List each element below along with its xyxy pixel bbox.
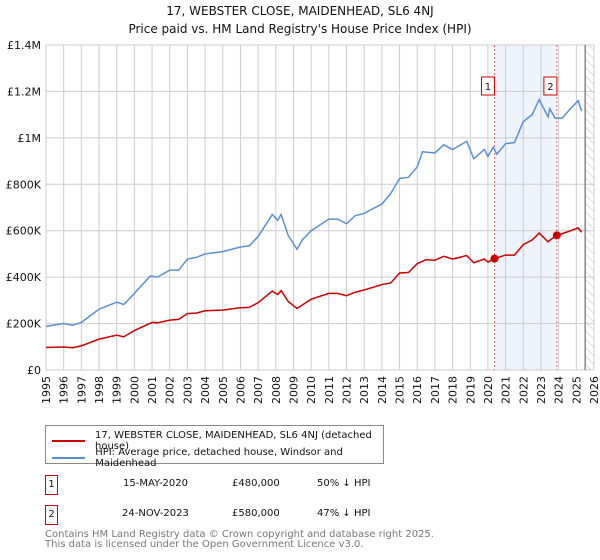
sale-row-2: 2 24-NOV-2023 £580,000 47% ↓ HPI — [45, 505, 445, 525]
x-tick-label: 2010 — [305, 376, 318, 404]
y-tick-label: £1.4M — [7, 39, 41, 52]
legend-item-property: 17, WEBSTER CLOSE, MAIDENHEAD, SL6 4NJ (… — [52, 430, 383, 452]
sale-marker-label: 1 — [485, 82, 491, 93]
x-tick-label: 1999 — [111, 376, 124, 404]
chart-title: 17, WEBSTER CLOSE, MAIDENHEAD, SL6 4NJ — [166, 4, 433, 18]
footer-line-1: Contains HM Land Registry data © Crown c… — [45, 529, 434, 540]
x-tick-label: 2026 — [588, 376, 600, 404]
x-tick-label: 2007 — [252, 376, 265, 404]
x-tick-label: 1996 — [58, 376, 71, 404]
x-tick-label: 2011 — [323, 376, 336, 404]
x-tick-label: 2002 — [164, 376, 177, 404]
legend-label: HPI: Average price, detached house, Wind… — [95, 447, 343, 469]
shaded-region — [494, 45, 557, 370]
x-tick-label: 2014 — [376, 376, 389, 404]
x-tick-label: 2022 — [517, 376, 530, 404]
x-tick-label: 2016 — [411, 376, 424, 404]
y-tick-label: £400K — [6, 271, 42, 284]
x-tick-label: 2006 — [234, 376, 247, 404]
sale-hpi-diff: 47% ↓ HPI — [317, 508, 371, 519]
x-tick-label: 2018 — [447, 376, 460, 404]
y-tick-label: £1.2M — [7, 85, 41, 98]
forecast-hatch — [585, 45, 594, 370]
y-tick-label: £200K — [6, 318, 42, 331]
y-tick-label: £1M — [18, 132, 42, 145]
x-tick-label: 2021 — [500, 376, 513, 404]
legend: 17, WEBSTER CLOSE, MAIDENHEAD, SL6 4NJ (… — [45, 425, 384, 469]
sale-point — [490, 254, 499, 263]
sale-marker-label: 1 — [45, 475, 58, 495]
x-tick-label: 1995 — [40, 376, 53, 404]
legend-swatch-red — [52, 440, 86, 442]
sale-marker-label: 2 — [547, 82, 553, 93]
price-paid-line — [45, 227, 583, 349]
x-tick-label: 2005 — [217, 376, 230, 404]
sale-marker-box — [480, 76, 495, 96]
chart-subtitle: Price paid vs. HM Land Registry's House … — [128, 22, 471, 36]
x-tick-label: 2017 — [429, 376, 442, 404]
sale-date: 24-NOV-2023 — [122, 508, 189, 519]
legend-item-hpi: HPI: Average price, detached house, Wind… — [52, 447, 383, 469]
sale-price: £480,000 — [232, 478, 280, 489]
y-tick-label: £600K — [6, 225, 42, 238]
x-tick-label: 2015 — [394, 376, 407, 404]
sale-price: £580,000 — [232, 508, 280, 519]
legend-swatch-blue — [52, 457, 86, 459]
sale-row-1: 1 15-MAY-2020 £480,000 50% ↓ HPI — [45, 475, 445, 495]
x-tick-label: 2023 — [535, 376, 548, 404]
x-tick-label: 2012 — [341, 376, 354, 404]
sale-date: 15-MAY-2020 — [123, 478, 189, 489]
x-tick-label: 2000 — [128, 376, 141, 404]
x-tick-label: 2020 — [482, 376, 495, 404]
x-tick-label: 1998 — [93, 376, 106, 404]
footer: Contains HM Land Registry data © Crown c… — [45, 530, 434, 550]
x-tick-label: 2004 — [199, 376, 212, 404]
y-tick-label: £0 — [27, 364, 41, 377]
price-chart: 17, WEBSTER CLOSE, MAIDENHEAD, SL6 4NJ P… — [6, 4, 600, 404]
x-tick-label: 2009 — [287, 376, 300, 404]
x-tick-label: 2008 — [270, 376, 283, 404]
x-tick-label: 2025 — [570, 376, 583, 404]
sale-marker-box — [543, 76, 558, 96]
sale-marker-label: 2 — [45, 505, 58, 525]
legend-label: 17, WEBSTER CLOSE, MAIDENHEAD, SL6 4NJ (… — [95, 430, 372, 452]
x-tick-label: 2003 — [181, 376, 194, 404]
x-tick-label: 2019 — [464, 376, 477, 404]
x-tick-label: 1997 — [75, 376, 88, 404]
sale-point — [552, 231, 561, 240]
x-tick-label: 2001 — [146, 376, 159, 404]
hpi-line — [45, 97, 583, 328]
sale-hpi-diff: 50% ↓ HPI — [317, 478, 371, 489]
footer-line-2: This data is licensed under the Open Gov… — [45, 539, 364, 550]
x-tick-label: 2013 — [358, 376, 371, 404]
x-tick-label: 2024 — [553, 376, 566, 404]
y-tick-label: £800K — [6, 178, 42, 191]
